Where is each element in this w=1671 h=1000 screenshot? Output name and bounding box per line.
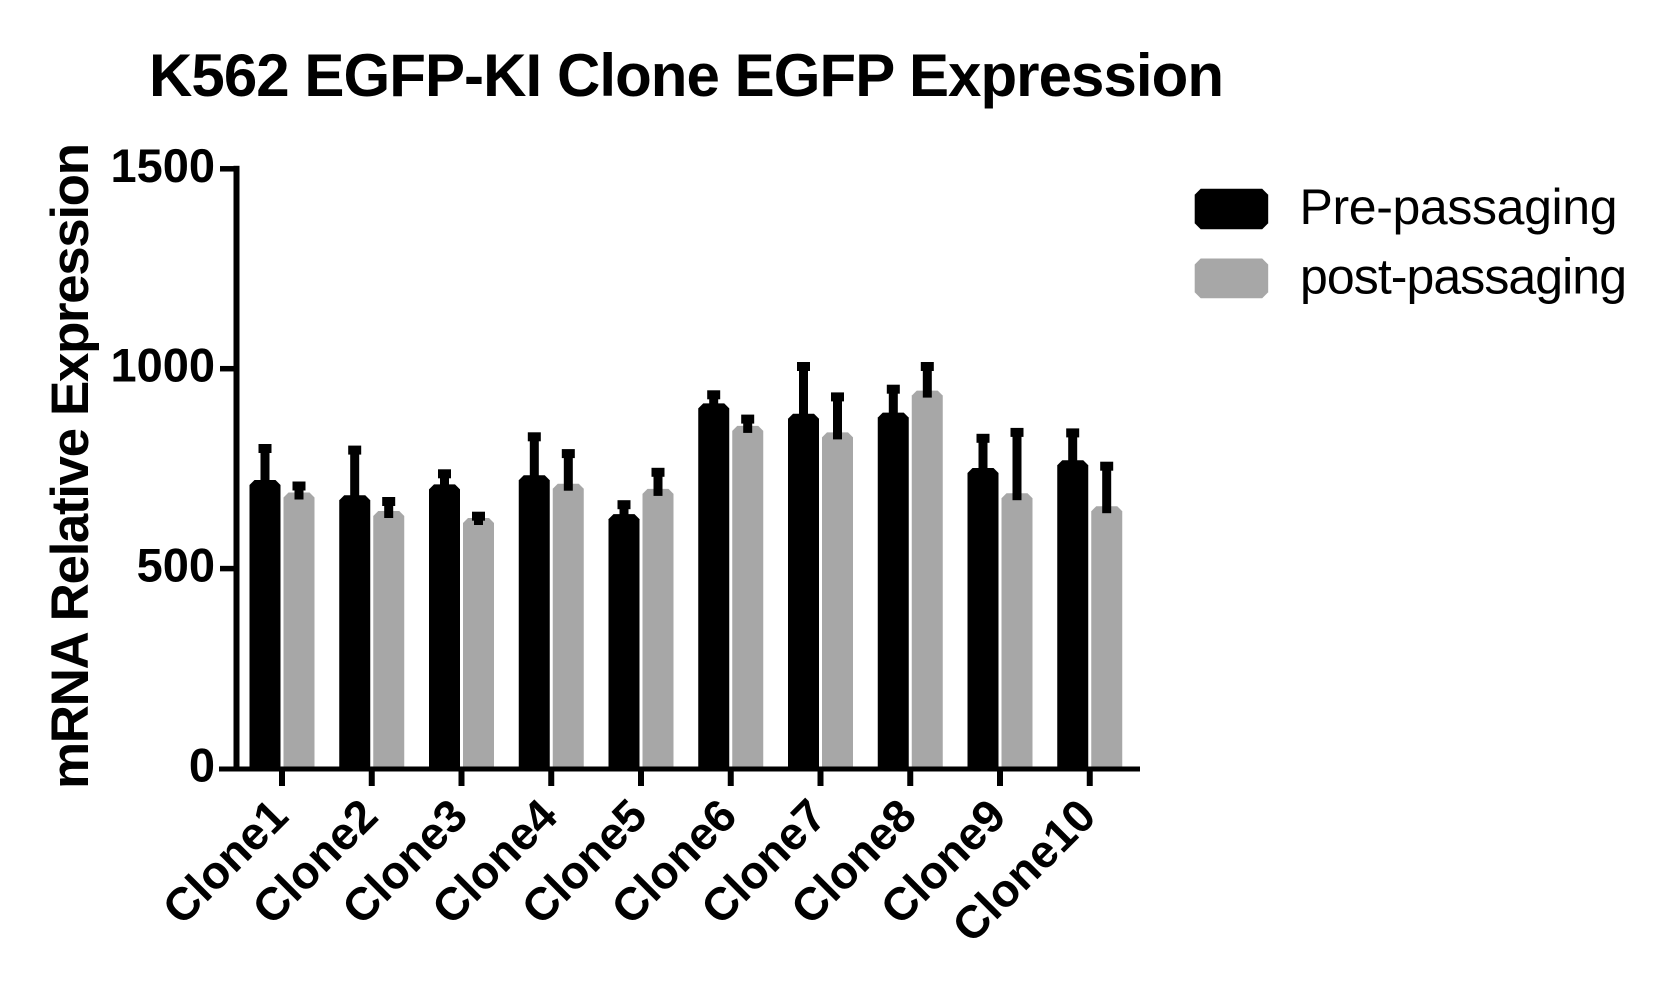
svg-text:mRNA Relative Expression: mRNA Relative Expression	[41, 143, 100, 789]
svg-text:Pre-passaging: Pre-passaging	[1300, 179, 1618, 235]
svg-text:post-passaging: post-passaging	[1300, 249, 1627, 305]
svg-text:1500: 1500	[110, 139, 215, 192]
svg-text:500: 500	[137, 539, 215, 592]
svg-text:0: 0	[189, 739, 215, 792]
svg-text:K562 EGFP-KI Clone EGFP Expres: K562 EGFP-KI Clone EGFP Expression	[149, 42, 1224, 109]
svg-text:1000: 1000	[110, 339, 215, 392]
